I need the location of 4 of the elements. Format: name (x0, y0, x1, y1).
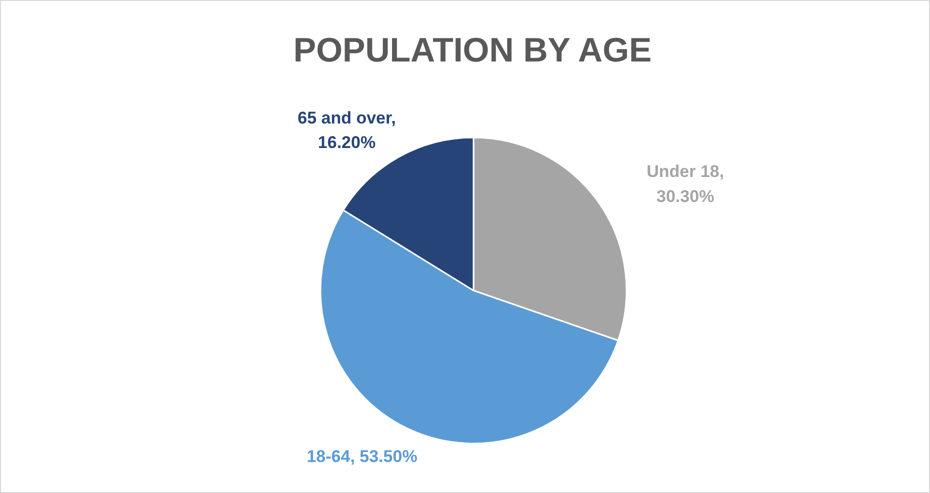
slice-label: 65 and over, 16.20% (298, 108, 396, 152)
slice-label: Under 18, 30.30% (646, 162, 724, 206)
slice-label: 18-64, 53.50% (306, 446, 418, 466)
chart-title: POPULATION BY AGE (293, 32, 652, 70)
